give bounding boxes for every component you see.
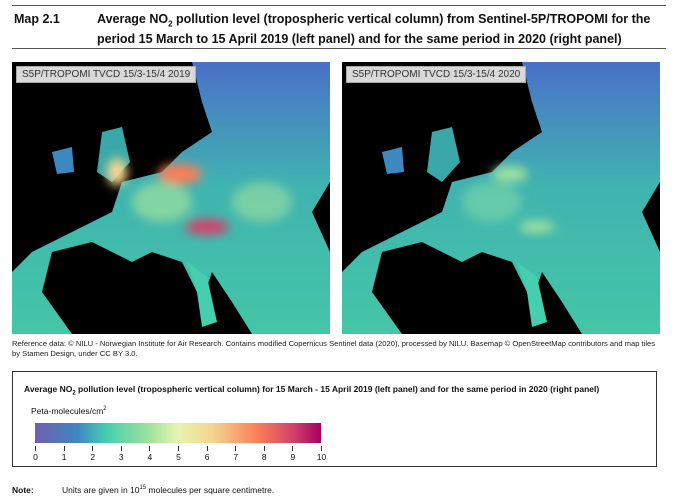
title-part: pollution level (tropospheric vertical c… xyxy=(97,12,651,46)
legend-title-part: pollution level (tropospheric vertical c… xyxy=(75,384,600,394)
scale-tick xyxy=(235,446,237,451)
map-title: Average NO2 pollution level (tropospheri… xyxy=(97,12,667,47)
scale-tick xyxy=(35,446,36,451)
note-sup: 15 xyxy=(139,485,147,492)
scale-tick-label: 10 xyxy=(316,452,327,462)
scale-tick-label: 3 xyxy=(118,452,124,462)
scale-tick xyxy=(92,446,94,451)
scale-tick xyxy=(292,446,294,451)
no2-map-2019 xyxy=(12,62,330,334)
legend-box: Average NO2 pollution level (tropospheri… xyxy=(12,371,657,467)
map-number: Map 2.1 xyxy=(14,12,60,26)
no2-map-2020 xyxy=(342,62,660,334)
legend-unit: Peta-molecules/cm2 xyxy=(31,406,107,416)
panel-label: S5P/TROPOMI TVCD 15/3-15/4 2020 xyxy=(346,66,527,83)
scale-tick xyxy=(178,446,179,451)
legend-title-sub: 2 xyxy=(72,390,76,397)
title-part: Average NO xyxy=(97,12,169,26)
scale-tick xyxy=(321,446,322,451)
reference-data: Reference data: © NILU - Norwegian Insti… xyxy=(12,339,656,358)
scale-tick-label: 8 xyxy=(261,452,267,462)
map-panel-2019: S5P/TROPOMI TVCD 15/3-15/4 2019 xyxy=(12,62,330,334)
scale-tick-label: 9 xyxy=(290,452,296,462)
scale-tick xyxy=(63,446,65,451)
note: Note: Units are given in 1015 molecules p… xyxy=(12,485,274,495)
title-sub: 2 xyxy=(168,19,173,29)
scale-tick-label: 2 xyxy=(90,452,96,462)
note-text: Units are given in 10 xyxy=(62,485,140,495)
note-text: molecules per square centimetre. xyxy=(146,485,275,495)
legend-title-part: Average NO xyxy=(24,384,73,394)
scale-tick xyxy=(206,446,208,451)
note-label: Note: xyxy=(12,485,34,495)
legend-title: Average NO2 pollution level (tropospheri… xyxy=(24,384,644,400)
panel-label: S5P/TROPOMI TVCD 15/3-15/4 2019 xyxy=(16,66,197,83)
map-panel-2020: S5P/TROPOMI TVCD 15/3-15/4 2020 xyxy=(342,62,660,334)
scale-tick-label: 6 xyxy=(204,452,210,462)
scale-tick-label: 0 xyxy=(33,452,38,462)
scale-tick xyxy=(120,446,122,451)
scale-tick xyxy=(263,446,265,451)
unit-sup: 2 xyxy=(103,406,107,413)
scale-tick-label: 1 xyxy=(61,452,67,462)
scale-tick xyxy=(149,446,151,451)
hotspots xyxy=(462,166,555,233)
scale-tick-label: 5 xyxy=(176,452,181,462)
color-scale-bar xyxy=(35,423,321,443)
unit-text: Peta-molecules/cm xyxy=(31,406,104,416)
scale-tick-label: 4 xyxy=(147,452,153,462)
scale-tick-label: 7 xyxy=(233,452,239,462)
hotspots xyxy=(107,158,292,235)
